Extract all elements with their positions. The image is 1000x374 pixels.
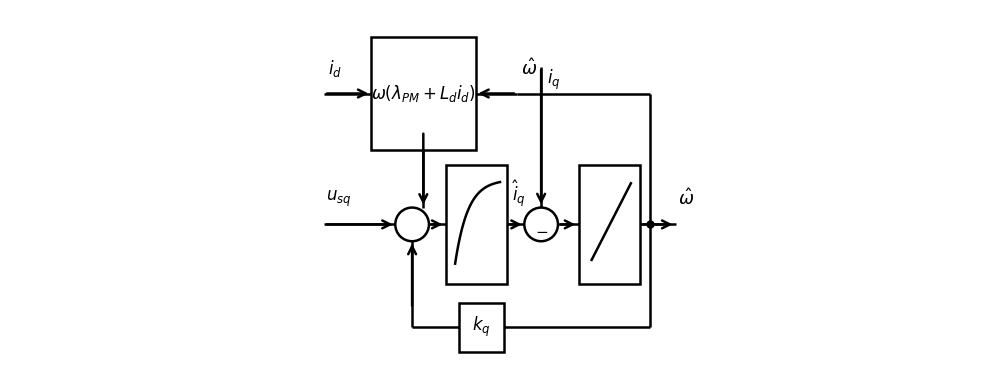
Text: $\hat{\omega}$: $\hat{\omega}$ bbox=[521, 58, 537, 79]
Circle shape bbox=[524, 208, 558, 241]
Text: $i_d$: $i_d$ bbox=[328, 58, 342, 79]
Bar bbox=[459, 303, 504, 352]
Text: $-$: $-$ bbox=[535, 223, 548, 238]
Circle shape bbox=[395, 208, 429, 241]
Text: $\hat{\omega}$: $\hat{\omega}$ bbox=[678, 189, 694, 209]
Bar bbox=[579, 165, 640, 284]
Text: $\omega(\lambda_{PM} + L_d i_d)$: $\omega(\lambda_{PM} + L_d i_d)$ bbox=[371, 83, 476, 104]
Bar bbox=[371, 37, 476, 150]
Text: $\hat{i}_q$: $\hat{i}_q$ bbox=[512, 179, 526, 209]
Bar bbox=[446, 165, 507, 284]
Text: $i_q$: $i_q$ bbox=[547, 67, 560, 92]
Text: $u_{sq}$: $u_{sq}$ bbox=[326, 189, 352, 209]
Text: $k_q$: $k_q$ bbox=[472, 315, 491, 339]
